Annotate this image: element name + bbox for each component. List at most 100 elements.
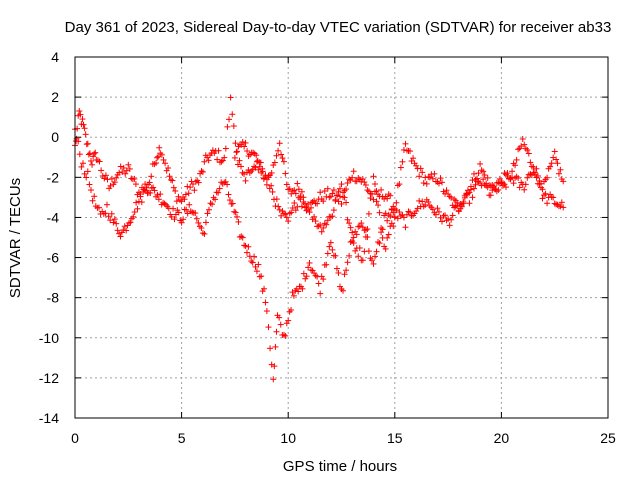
data-point <box>336 193 343 200</box>
data-point <box>178 219 185 226</box>
data-point <box>195 219 202 226</box>
y-tick-label: 2 <box>51 89 59 105</box>
y-tick-label: -4 <box>47 209 60 225</box>
data-point <box>355 253 362 260</box>
data-point <box>123 167 130 174</box>
data-point <box>275 203 282 210</box>
data-point <box>154 154 161 161</box>
data-point <box>443 217 450 224</box>
data-point <box>343 186 350 193</box>
data-point <box>82 131 89 138</box>
data-point <box>283 181 290 188</box>
data-point <box>117 233 124 240</box>
data-point <box>478 167 485 174</box>
data-point <box>524 174 531 181</box>
plot-frame <box>74 56 609 419</box>
data-point <box>242 242 249 249</box>
data-point <box>533 174 540 181</box>
data-point <box>317 221 324 228</box>
data-point <box>280 158 287 165</box>
data-point <box>177 197 184 204</box>
data-point <box>230 123 237 130</box>
data-point <box>141 186 148 193</box>
data-point <box>375 202 382 209</box>
data-point <box>460 200 467 207</box>
data-point <box>516 184 523 191</box>
data-point <box>484 184 491 191</box>
data-point <box>270 376 277 383</box>
data-point <box>329 213 336 220</box>
data-point <box>384 234 391 241</box>
data-point <box>314 200 321 207</box>
data-point <box>292 190 299 197</box>
data-point <box>317 189 324 196</box>
data-point <box>321 188 328 195</box>
data-point <box>336 185 343 192</box>
data-point <box>537 180 544 187</box>
data-point <box>382 210 389 217</box>
data-point <box>104 176 111 183</box>
data-point <box>472 181 479 188</box>
data-point <box>387 192 394 199</box>
data-point <box>509 174 516 181</box>
data-point <box>350 240 357 247</box>
data-point <box>544 200 551 207</box>
data-point <box>265 324 272 331</box>
data-point <box>77 111 84 118</box>
data-point <box>518 143 525 150</box>
data-point <box>551 148 558 155</box>
data-point <box>370 173 377 180</box>
data-point <box>201 230 208 237</box>
data-point <box>241 242 248 249</box>
data-point <box>288 306 295 313</box>
data-point <box>224 123 231 130</box>
data-point <box>268 169 275 176</box>
data-point <box>539 186 546 193</box>
data-point <box>266 185 273 192</box>
data-point <box>347 238 354 245</box>
data-point <box>399 158 406 165</box>
grid <box>75 57 608 418</box>
data-point <box>154 191 161 198</box>
data-point <box>120 226 127 233</box>
data-point <box>276 206 283 213</box>
data-point <box>119 168 126 175</box>
data-point <box>340 189 347 196</box>
data-point <box>239 234 246 241</box>
data-point <box>426 174 433 181</box>
y-axis-title: SDTVAR / TECUs <box>7 178 24 298</box>
data-point <box>350 234 357 241</box>
data-point <box>362 182 369 189</box>
data-point <box>321 220 328 227</box>
data-point <box>282 170 289 177</box>
data-point <box>353 231 360 238</box>
data-point <box>368 191 375 198</box>
data-point <box>239 138 246 145</box>
data-point <box>282 211 289 218</box>
data-point <box>242 177 249 184</box>
data-point <box>362 227 369 234</box>
data-point <box>301 204 308 211</box>
data-point <box>251 150 258 157</box>
data-point <box>244 148 251 155</box>
data-point <box>542 190 549 197</box>
data-point <box>393 199 400 206</box>
data-point <box>155 196 162 203</box>
y-tick-label: 0 <box>51 129 59 145</box>
data-point <box>346 252 353 259</box>
data-point <box>182 191 189 198</box>
data-point <box>285 317 292 324</box>
data-point <box>134 205 141 212</box>
data-point <box>209 201 216 208</box>
data-point <box>165 165 172 172</box>
data-point <box>76 107 83 114</box>
data-point <box>113 220 120 227</box>
data-point <box>258 273 265 280</box>
data-point <box>521 186 528 193</box>
data-point <box>324 250 331 257</box>
data-point <box>162 160 169 167</box>
data-point <box>312 218 319 225</box>
data-point <box>318 228 325 235</box>
data-point <box>318 273 325 280</box>
data-point <box>191 187 198 194</box>
